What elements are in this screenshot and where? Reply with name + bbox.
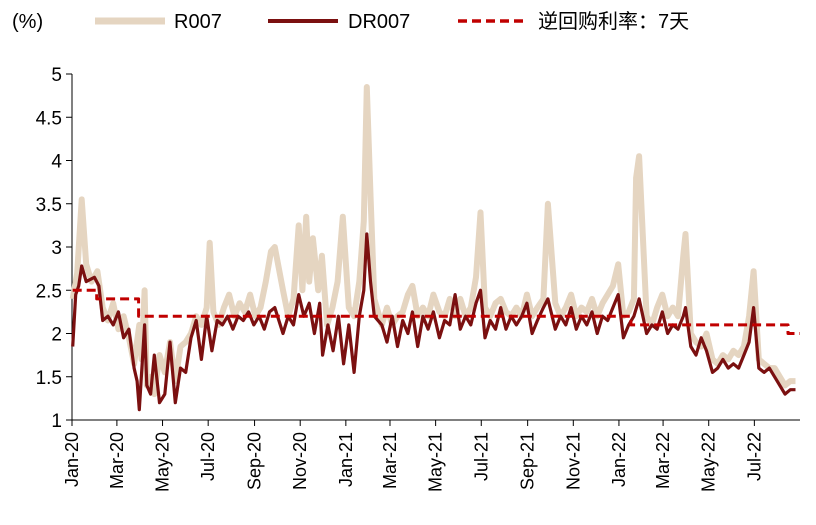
y-tick-label: 1 bbox=[51, 411, 62, 432]
y-tick-label: 2 bbox=[51, 325, 62, 346]
x-tick-label: Sep-20 bbox=[245, 432, 265, 490]
x-tick-label: Mar-21 bbox=[380, 432, 400, 489]
x-tick-label: Jan-22 bbox=[609, 432, 629, 487]
x-tick-label: Nov-20 bbox=[290, 432, 310, 490]
x-tick-label: Jul-21 bbox=[471, 432, 491, 481]
series-line-reverse-repo bbox=[72, 288, 800, 335]
x-tick-label: May-22 bbox=[699, 432, 719, 492]
y-ticks: 5 4.5 4 3.5 3 2.5 2 1.5 1 bbox=[36, 65, 72, 432]
x-tick-label: May-20 bbox=[153, 432, 173, 492]
x-tick-label: Mar-22 bbox=[653, 432, 673, 489]
legend-label-r007: R007 bbox=[174, 11, 222, 33]
y-tick-label: 3 bbox=[51, 238, 62, 259]
y-tick-label: 5 bbox=[51, 65, 62, 86]
x-tick-label: Mar-20 bbox=[107, 432, 127, 489]
y-tick-label: 1.5 bbox=[36, 368, 62, 389]
y-tick-label: 3.5 bbox=[36, 195, 62, 216]
legend-label-reverse-repo: 逆回购利率：7天 bbox=[538, 10, 689, 33]
x-tick-label: Jul-20 bbox=[198, 432, 218, 481]
x-tick-label: Jan-21 bbox=[336, 432, 356, 487]
y-tick-label: 4.5 bbox=[36, 108, 62, 129]
x-tick-label: Jan-20 bbox=[62, 432, 82, 487]
legend: R007 DR007 逆回购利率：7天 bbox=[95, 10, 689, 33]
series-line-r007 bbox=[69, 84, 796, 398]
series-layer bbox=[69, 84, 800, 412]
x-ticks: Jan-20 Mar-20 May-20 Jul-20 Sep-20 Nov-20 Jan-… bbox=[62, 420, 764, 492]
x-tick-label: May-21 bbox=[426, 432, 446, 492]
x-tick-label: Sep-21 bbox=[518, 432, 538, 490]
legend-label-dr007: DR007 bbox=[348, 11, 410, 33]
y-tick-label: 2.5 bbox=[36, 281, 62, 302]
x-tick-label: Jul-22 bbox=[744, 432, 764, 481]
x-tick-label: Nov-21 bbox=[563, 432, 583, 490]
y-tick-label: 4 bbox=[51, 152, 62, 173]
unit-label: (%) bbox=[12, 11, 43, 33]
